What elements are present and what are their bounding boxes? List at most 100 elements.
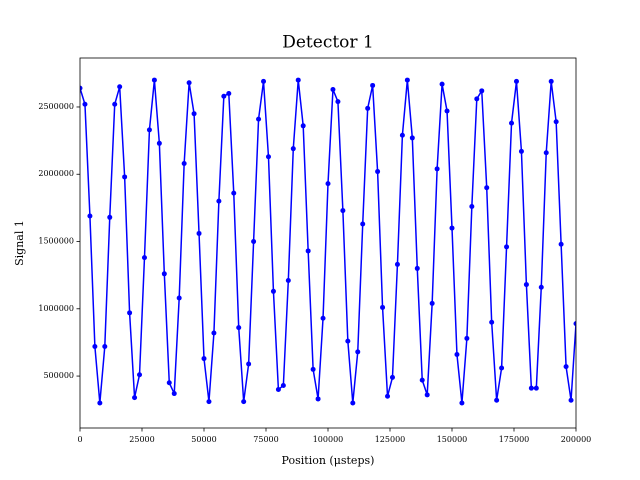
data-point	[201, 356, 207, 362]
data-point	[305, 248, 311, 254]
x-axis-label: Position (μsteps)	[282, 454, 375, 467]
data-point	[350, 400, 356, 406]
y-tick-label: 1000000	[38, 304, 74, 313]
data-point	[137, 372, 143, 378]
data-point	[509, 120, 515, 126]
data-point	[469, 204, 475, 210]
data-point	[533, 385, 539, 391]
x-tick-label: 125000	[375, 435, 406, 444]
data-point	[107, 214, 113, 220]
x-tick-label: 150000	[437, 435, 468, 444]
data-point	[459, 400, 465, 406]
data-point	[102, 343, 108, 349]
data-point	[325, 181, 331, 187]
data-point	[563, 364, 569, 370]
data-line	[80, 79, 576, 404]
data-point	[370, 82, 376, 88]
data-point	[295, 77, 301, 83]
data-point	[176, 295, 182, 301]
data-point	[320, 315, 326, 321]
data-point	[151, 77, 157, 83]
data-point	[141, 255, 147, 261]
data-point	[112, 101, 118, 107]
x-tick-label: 175000	[499, 435, 530, 444]
data-point	[226, 91, 232, 97]
data-point	[280, 382, 286, 388]
data-point	[166, 380, 172, 386]
data-point	[528, 385, 534, 391]
x-tick-label: 25000	[129, 435, 154, 444]
data-point	[345, 338, 351, 344]
data-point	[504, 244, 510, 250]
data-point	[439, 81, 445, 87]
data-point	[82, 101, 88, 107]
y-axis-label: Signal 1	[13, 220, 26, 266]
data-point	[310, 366, 316, 372]
data-point	[87, 213, 93, 219]
data-point	[399, 132, 405, 138]
data-point	[122, 174, 128, 180]
data-point	[92, 343, 98, 349]
data-point	[538, 284, 544, 290]
data-point	[80, 85, 83, 91]
data-point	[494, 397, 500, 403]
y-tick-label: 500000	[43, 371, 74, 380]
data-point	[380, 304, 386, 310]
data-point	[360, 221, 366, 227]
data-point	[340, 208, 346, 214]
y-tick-label: 1500000	[38, 237, 74, 246]
data-point	[375, 169, 381, 175]
plot-frame	[79, 57, 577, 429]
data-point	[191, 111, 197, 117]
x-tick-label: 50000	[191, 435, 216, 444]
data-point	[464, 335, 470, 341]
data-point	[454, 352, 460, 358]
data-point	[479, 88, 485, 94]
data-point	[355, 349, 361, 355]
data-point	[335, 99, 341, 105]
data-point	[513, 78, 519, 84]
data-point	[127, 310, 133, 316]
data-point	[97, 400, 103, 406]
data-point	[132, 395, 138, 401]
data-point	[434, 166, 440, 172]
data-point	[161, 271, 167, 277]
data-point	[261, 78, 267, 84]
data-point	[489, 319, 495, 325]
data-point	[156, 140, 162, 146]
y-tick-label: 2500000	[38, 102, 74, 111]
data-point	[419, 377, 425, 383]
data-point	[265, 154, 271, 160]
data-point	[449, 225, 455, 231]
y-tick-label: 2000000	[38, 169, 74, 178]
data-point	[275, 387, 281, 393]
data-point	[300, 123, 306, 129]
x-tick-label: 100000	[313, 435, 344, 444]
data-point	[394, 261, 400, 267]
data-point	[211, 330, 217, 336]
data-point	[241, 399, 247, 405]
data-point	[221, 93, 227, 99]
data-point	[290, 146, 296, 152]
data-point	[385, 393, 391, 399]
data-point	[117, 84, 123, 90]
data-point	[285, 278, 291, 284]
x-tick-label: 75000	[253, 435, 278, 444]
chart-title: Detector 1	[282, 33, 374, 53]
data-point	[409, 135, 415, 141]
data-point	[186, 80, 192, 86]
data-point	[236, 325, 242, 331]
data-point	[518, 148, 524, 154]
data-point	[484, 185, 490, 191]
data-point	[365, 105, 371, 111]
data-point	[315, 396, 321, 402]
data-point	[548, 78, 554, 84]
data-point	[568, 397, 574, 403]
data-point	[573, 321, 576, 327]
data-point	[270, 288, 276, 294]
data-point	[231, 190, 237, 196]
data-point	[558, 241, 564, 247]
data-point	[404, 77, 410, 83]
